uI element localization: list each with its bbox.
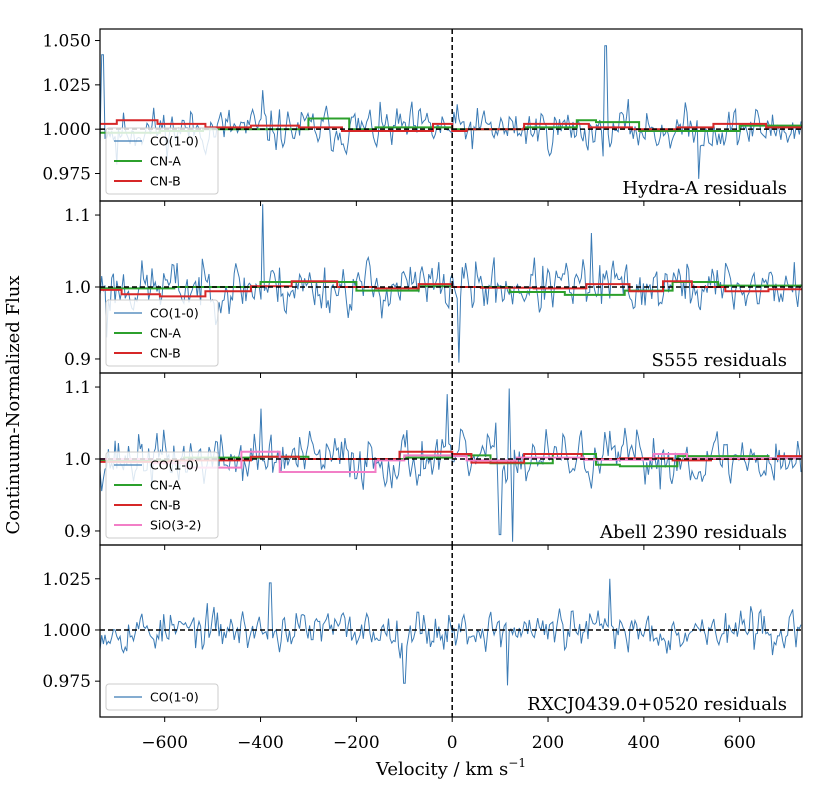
legend-box <box>105 299 219 367</box>
legend-label: CO(1-0) <box>150 458 199 473</box>
panel-4: 0.975 1.000 1.025 CO(1-0) RXCJ0439.0+0520 re… <box>42 544 803 722</box>
x-tick-label: −600 <box>141 733 188 753</box>
legend-label: CO(1-0) <box>150 306 199 321</box>
y-tick-label: 1.0 <box>64 278 91 298</box>
series-co10 <box>100 578 802 686</box>
y-tick-label: 1.025 <box>42 570 91 590</box>
panel-1: 0.975 1.000 1.025 1.050 CO(1-0) CN-A CN-B Hydra… <box>42 28 803 206</box>
legend-label: CN-A <box>150 154 181 169</box>
legend: CO(1-0) CN-A CN-B <box>105 127 219 195</box>
panel-2: 0.9 1.0 1.1 CO(1-0) CN-A CN-B S555 residuals <box>64 200 803 378</box>
x-tick-label: −400 <box>237 733 284 753</box>
plot-area <box>100 545 802 717</box>
legend-label: CN-B <box>150 498 181 513</box>
legend-label: CO(1-0) <box>150 134 199 149</box>
series-cn-b <box>100 450 802 464</box>
y-tick-label: 1.000 <box>42 120 91 140</box>
legend: CO(1-0) CN-A CN-B SiO(3-2) <box>105 451 219 539</box>
legend-label: CN-B <box>150 346 181 361</box>
panels: 0.975 1.000 1.025 1.050 CO(1-0) CN-A CN-B Hydra… <box>42 28 803 722</box>
legend-label: CO(1-0) <box>150 690 199 705</box>
y-tick-label: 1.0 <box>64 450 91 470</box>
legend-box <box>105 451 219 539</box>
legend-label: CN-A <box>150 326 181 341</box>
legend-box <box>105 127 219 195</box>
y-tick-label: 0.975 <box>42 672 91 692</box>
y-tick-label: 1.000 <box>42 621 91 641</box>
x-tick-label: 0 <box>447 733 458 753</box>
legend-label: CN-B <box>150 174 181 189</box>
y-tick-label: 1.050 <box>42 32 91 52</box>
plot-area <box>100 201 802 373</box>
y-axis-label: Continuum-Normalized Flux <box>3 276 24 535</box>
panel-frame <box>99 544 803 718</box>
panel-label: RXCJ0439.0+0520 residuals <box>527 694 787 715</box>
x-axis: −600 −400 −200 0 200 400 600 <box>141 733 756 753</box>
legend: CO(1-0) CN-A CN-B <box>105 299 219 367</box>
legend-label: SiO(3-2) <box>150 518 201 533</box>
y-tick-label: 1.1 <box>64 378 91 398</box>
series-cn-b <box>100 280 802 298</box>
panel-3: 0.9 1.0 1.1 CO(1-0) CN-A CN-B SiO(3-2) Abell 23… <box>64 372 803 550</box>
y-tick-label: 0.9 <box>64 350 91 370</box>
panel-label: Abell 2390 residuals <box>599 522 787 543</box>
y-tick-label: 0.9 <box>64 522 91 542</box>
x-tick-label: 200 <box>532 733 564 753</box>
legend-box <box>105 683 219 711</box>
y-tick-label: 1.1 <box>64 206 91 226</box>
x-tick-label: 600 <box>723 733 755 753</box>
x-axis-label: Velocity / km s−1 <box>375 756 526 780</box>
series-cn-b <box>100 119 802 132</box>
y-tick-label: 0.975 <box>42 165 91 185</box>
panel-label: Hydra-A residuals <box>622 178 787 199</box>
legend: CO(1-0) <box>105 683 219 711</box>
panel-label: S555 residuals <box>651 350 787 371</box>
legend-label: CN-A <box>150 478 181 493</box>
x-tick-label: 400 <box>628 733 660 753</box>
y-tick-label: 1.025 <box>42 76 91 96</box>
x-tick-label: −200 <box>333 733 380 753</box>
